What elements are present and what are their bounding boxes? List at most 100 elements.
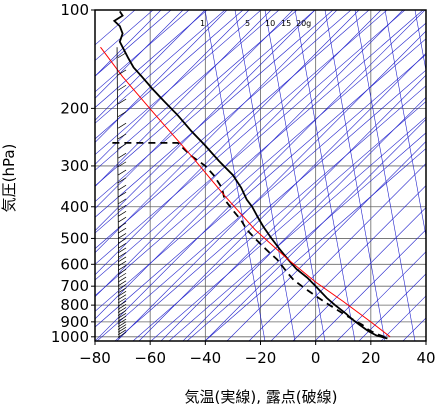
wind-barb — [117, 315, 127, 322]
wind-barb — [117, 238, 127, 244]
wind-barb — [117, 191, 127, 198]
wind-barb — [117, 324, 127, 330]
wind-barb — [117, 111, 127, 117]
mixing-ratio-line — [314, 229, 426, 341]
mixing-ratio-label: 5 — [245, 19, 250, 28]
dry-adiabat-line — [95, 10, 226, 124]
wind-barb — [117, 326, 127, 333]
wind-barb — [117, 269, 127, 275]
x-tick-label: −60 — [134, 349, 166, 367]
y-tick-label: 900 — [60, 313, 89, 331]
wind-barb — [117, 152, 127, 159]
wind-barb — [117, 272, 127, 279]
y-tick-label: 800 — [60, 296, 89, 314]
mixing-ratio-line — [116, 30, 426, 341]
wind-barb — [117, 242, 127, 249]
mixing-ratio-line — [204, 118, 426, 341]
wind-barb — [117, 294, 127, 301]
dry-adiabat-line — [95, 10, 244, 140]
moist-line — [294, 10, 356, 341]
wind-barb — [117, 304, 127, 310]
moist-line — [414, 10, 426, 73]
x-axis-label: 気温(実線), 露点(破線) — [185, 388, 338, 406]
mixing-ratio-line — [95, 10, 426, 341]
y-tick-label: 500 — [60, 229, 89, 247]
wind-barb — [117, 216, 127, 223]
wind-barb — [117, 143, 127, 150]
mixing-ratio-label: 1 — [200, 19, 205, 28]
wind-barb — [117, 297, 127, 304]
mixing-ratio-line — [160, 74, 426, 341]
x-tick-label: 20 — [361, 349, 380, 367]
x-tick-label: −40 — [190, 349, 222, 367]
x-tick-label: −80 — [79, 349, 111, 367]
y-axis-label: 気圧(hPa) — [0, 144, 18, 213]
dry-adiabat-line — [186, 132, 426, 341]
wind-barb — [117, 198, 127, 205]
wind-barb — [117, 252, 127, 258]
mixing-ratio-lines — [95, 10, 426, 341]
mixing-ratio-label: 10 — [265, 19, 275, 28]
moist-line — [324, 10, 386, 341]
y-tick-label: 400 — [60, 198, 89, 216]
mixing-ratio-line — [248, 163, 426, 341]
dry-adiabat-line — [95, 10, 172, 77]
wind-barb — [117, 69, 127, 76]
dry-adiabat-line — [95, 10, 352, 234]
mixing-ratio-line — [95, 10, 184, 99]
wind-barb — [117, 307, 127, 313]
dry-adiabat-line — [95, 10, 298, 187]
wind-barb — [117, 280, 127, 287]
dry-adiabat-line — [168, 116, 426, 341]
dewpoint-line — [111, 142, 385, 338]
dry-adiabat-line — [150, 101, 426, 341]
mixing-ratio-line — [95, 10, 206, 121]
dry-adiabat-line — [132, 85, 426, 341]
wind-barb — [117, 321, 127, 328]
dry-adiabat-line — [95, 10, 208, 108]
dry-adiabat-line — [95, 10, 334, 218]
wind-barb — [117, 122, 127, 129]
wind-barb — [117, 291, 127, 297]
series-layer — [100, 10, 391, 340]
wind-barb — [117, 233, 127, 239]
dry-adiabat-line — [95, 10, 280, 171]
wind-barb — [117, 329, 127, 336]
wind-barb — [117, 287, 127, 294]
mixing-ratio-line — [358, 273, 426, 341]
dry-adiabat-line — [96, 54, 426, 341]
mixing-ratio-line — [95, 10, 338, 254]
y-tick-label: 600 — [60, 255, 89, 273]
dry-adiabat-line — [95, 10, 262, 155]
x-tick-label: 0 — [311, 349, 321, 367]
dry-adiabat-line — [204, 148, 426, 341]
wind-barb — [117, 161, 127, 168]
wind-barb — [117, 313, 127, 319]
y-tick-label: 1000 — [51, 328, 89, 346]
wind-barb — [117, 227, 127, 234]
mixing-ratio-line — [95, 10, 360, 276]
y-tick-label: 300 — [60, 157, 89, 175]
dry-adiabat-line — [114, 69, 426, 341]
mixing-ratio-line — [95, 10, 316, 232]
moist-line — [234, 10, 296, 341]
dry-adiabat-line — [95, 10, 316, 203]
barb-staff — [116, 47, 120, 339]
mixing-ratio-line — [95, 10, 272, 187]
wind-barb — [117, 332, 127, 338]
wind-barb — [117, 133, 127, 140]
wind-barb — [117, 284, 127, 290]
mixing-ratio-line — [226, 140, 426, 341]
mixing-ratio-line — [336, 251, 426, 341]
y-tick-label: 700 — [60, 277, 89, 295]
wind-barb — [117, 204, 127, 211]
x-tick-label: 40 — [416, 349, 435, 367]
wind-barb — [117, 84, 127, 91]
mixing-ratio-line — [270, 185, 426, 341]
mixing-ratio-line — [95, 10, 228, 143]
mixing-ratio-labels: 1 5 10 15 20g — [200, 19, 311, 28]
wind-barb — [117, 256, 127, 263]
y-tick-label: 100 — [60, 1, 89, 19]
